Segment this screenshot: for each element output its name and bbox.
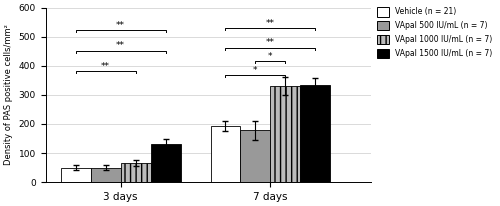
Bar [120, 163, 150, 182]
Bar [270, 86, 300, 182]
Text: **: ** [116, 21, 125, 30]
Text: **: ** [101, 62, 110, 71]
Text: **: ** [266, 19, 275, 28]
Text: **: ** [116, 41, 125, 50]
Bar [90, 167, 120, 182]
Y-axis label: Density of PAS positive cells/mm²: Density of PAS positive cells/mm² [4, 25, 13, 165]
Bar [60, 167, 90, 182]
Text: *: * [268, 52, 272, 61]
Legend: Vehicle (n = 21), VApal 500 IU/mL (n = 7), VApal 1000 IU/mL (n = 7), VApal 1500 : Vehicle (n = 21), VApal 500 IU/mL (n = 7… [374, 4, 495, 61]
Text: *: * [253, 66, 258, 75]
Text: **: ** [266, 39, 275, 48]
Bar [210, 126, 240, 182]
Bar [300, 85, 330, 182]
Bar [150, 144, 180, 182]
Bar [240, 130, 270, 182]
